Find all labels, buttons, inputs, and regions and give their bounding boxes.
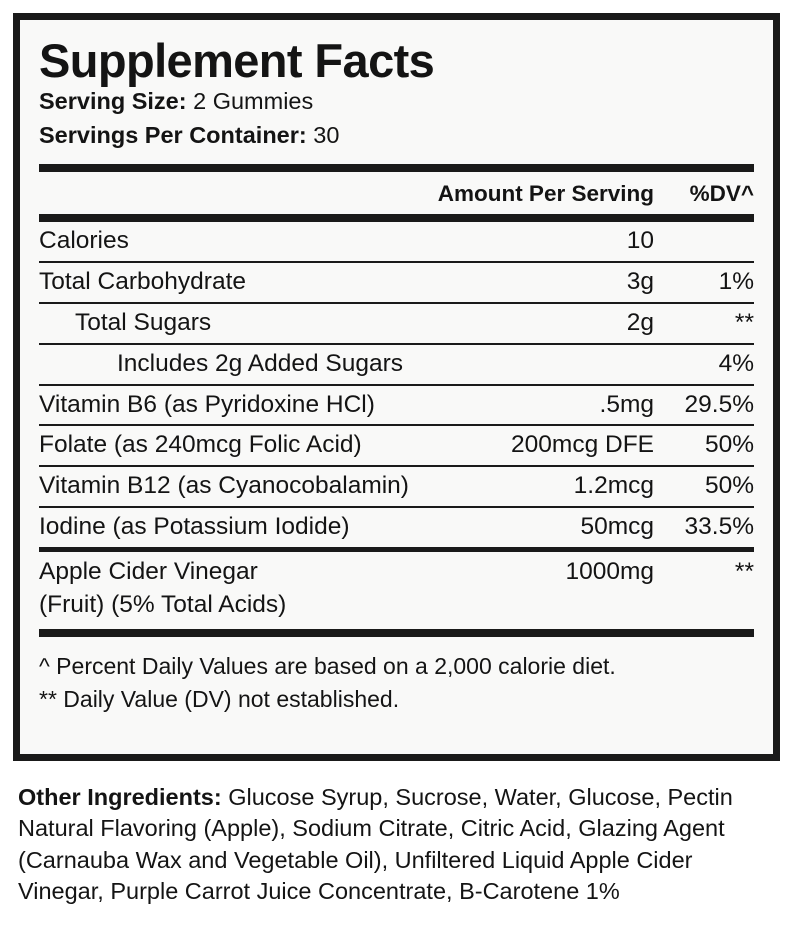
divider-under-column-headers xyxy=(39,213,754,222)
table-row: Apple Cider Vinegar 1000mg ** (Fruit) (5… xyxy=(39,552,754,629)
table-row: Folate (as 240mcg Folic Acid) 200mcg DFE… xyxy=(39,426,754,465)
nutrient-name: Calories xyxy=(39,226,129,254)
serving-size-line: Serving Size: 2 Gummies xyxy=(39,86,754,118)
row-divider xyxy=(39,465,754,468)
nutrient-amount: 50mcg xyxy=(580,513,654,541)
spacer xyxy=(39,152,754,164)
table-row: Total Carbohydrate 3g 1% xyxy=(39,263,754,302)
supplement-facts-panel: Supplement Facts Serving Size: 2 Gummies… xyxy=(13,13,780,761)
nutrient-amount: 10 xyxy=(626,226,654,254)
nutrient-name: Total Carbohydrate xyxy=(39,267,247,295)
table-row: Vitamin B12 (as Cyanocobalamin) 1.2mcg 5… xyxy=(39,467,754,506)
table-row: Includes 2g Added Sugars 4% xyxy=(39,345,754,384)
row-divider xyxy=(39,547,754,553)
row-divider xyxy=(39,383,754,386)
table-row: Calories 10 xyxy=(39,222,754,261)
row-divider xyxy=(39,424,754,427)
nutrient-dv: 33.5% xyxy=(684,513,754,541)
servings-per-container-label: Servings Per Container: xyxy=(39,121,307,148)
table-row: Total Sugars 2g ** xyxy=(39,304,754,343)
nutrient-amount: 1.2mcg xyxy=(573,472,654,500)
row-divider xyxy=(39,506,754,509)
footnote-daily-values: ^ Percent Daily Values are based on a 2,… xyxy=(39,652,616,679)
other-ingredients-text: Glucose Syrup, Sucrose, Water, Glucose, … xyxy=(18,784,733,904)
daily-value-header: %DV^ xyxy=(689,180,754,206)
row-divider xyxy=(39,260,754,263)
other-ingredients-label: Other Ingredients: xyxy=(18,784,222,810)
nutrient-name: Vitamin B6 (as Pyridoxine HCl) xyxy=(39,390,375,418)
nutrient-name: Includes 2g Added Sugars xyxy=(117,349,404,377)
nutrient-name: Folate (as 240mcg Folic Acid) xyxy=(39,431,362,459)
page-title: Supplement Facts xyxy=(39,34,435,87)
nutrient-amount: 2g xyxy=(626,308,654,336)
column-header-row: Amount Per Serving %DV^ xyxy=(39,172,754,214)
nutrient-amount: 200mcg DFE xyxy=(511,431,654,459)
nutrient-name: Total Sugars xyxy=(75,308,212,336)
nutrient-dv: 4% xyxy=(718,349,754,377)
nutrient-amount: .5mg xyxy=(599,390,654,418)
serving-size-value: 2 Gummies xyxy=(193,88,314,114)
nutrient-dv: 1% xyxy=(718,267,754,295)
nutrient-dv: ** xyxy=(734,308,754,336)
nutrient-name: Iodine (as Potassium Iodide) xyxy=(39,513,350,541)
nutrient-dv: ** xyxy=(734,558,754,586)
footnote-dv-not-established: ** Daily Value (DV) not established. xyxy=(39,686,400,713)
acv-subline: (Fruit) (5% Total Acids) xyxy=(39,591,287,619)
acv-primary-line: Apple Cider Vinegar 1000mg ** xyxy=(39,558,754,587)
nutrient-name: Apple Cider Vinegar xyxy=(39,558,258,586)
amount-per-serving-header: Amount Per Serving xyxy=(437,180,654,206)
servings-per-container-value: 30 xyxy=(313,121,340,148)
footnotes: ^ Percent Daily Values are based on a 2,… xyxy=(39,637,754,717)
nutrient-dv: 29.5% xyxy=(684,390,754,418)
row-divider xyxy=(39,301,754,304)
other-ingredients: Other Ingredients: Glucose Syrup, Sucros… xyxy=(18,782,780,907)
nutrient-amount: 1000mg xyxy=(565,558,654,586)
row-divider xyxy=(39,342,754,345)
nutrient-dv: 50% xyxy=(704,472,754,500)
serving-size-label: Serving Size: xyxy=(39,88,187,114)
nutrient-amount: 3g xyxy=(626,267,654,295)
nutrient-name: Vitamin B12 (as Cyanocobalamin) xyxy=(39,472,409,500)
divider-above-footnotes xyxy=(39,628,754,637)
divider-under-servings xyxy=(39,163,754,172)
table-row: Iodine (as Potassium Iodide) 50mcg 33.5% xyxy=(39,508,754,547)
nutrient-dv: 50% xyxy=(704,431,754,459)
servings-per-container-line: Servings Per Container: 30 xyxy=(39,120,754,152)
table-row: Vitamin B6 (as Pyridoxine HCl) .5mg 29.5… xyxy=(39,386,754,425)
